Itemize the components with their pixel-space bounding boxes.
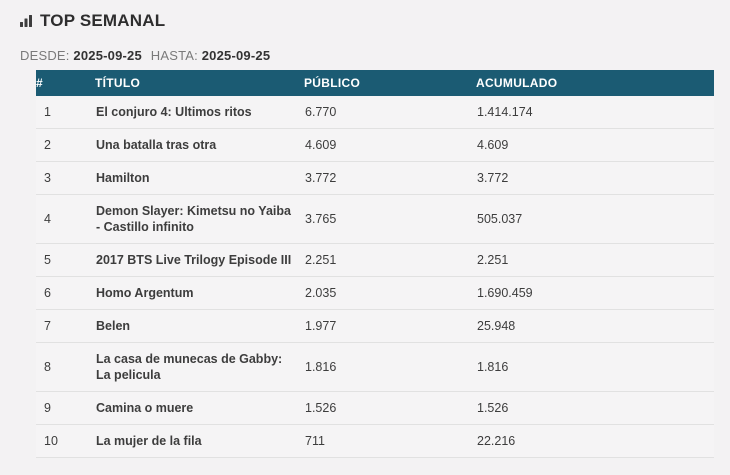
title-text: Belen [96,319,131,333]
rank-cell: 6 [36,276,95,310]
acumulado-cell: 22.216 [476,424,714,458]
title-cell[interactable]: Hamilton [95,161,304,195]
date-to-label: HASTA: [150,48,198,63]
table-row: 3 Hamilton 3.772 3.772 [36,161,714,195]
acumulado-cell: 2.251 [476,243,714,277]
title-cell[interactable]: La mujer de la fila [95,424,304,458]
acumulado-cell: 1.690.459 [476,276,714,310]
publico-cell: 2.035 [304,276,476,310]
table-row: 4 Demon Slayer: Kimetsu no Yaiba - Casti… [36,194,714,244]
table-row: 9 Camina o muere 1.526 1.526 [36,391,714,425]
publico-cell: 711 [304,424,476,458]
title-text: La casa de munecas de Gabby: La pelicula [96,352,283,382]
title-cell[interactable]: 2017 BTS Live Trilogy Episode III [95,243,304,277]
table-body: 1 El conjuro 4: Ultimos ritos 6.770 1.41… [36,96,714,458]
title-text: Una batalla tras otra [96,138,217,152]
table-row: 2 Una batalla tras otra 4.609 4.609 [36,128,714,162]
title-cell[interactable]: Una batalla tras otra [95,128,304,162]
title-text: Camina o muere [96,401,194,415]
publico-cell: 1.526 [304,391,476,425]
table-row: 8 La casa de munecas de Gabby: La pelicu… [36,342,714,392]
table-row: 7 Belen 1.977 25.948 [36,309,714,343]
title-cell[interactable]: Camina o muere [95,391,304,425]
date-to-value: 2025-09-25 [201,48,271,63]
acumulado-cell: 4.609 [476,128,714,162]
column-header-titulo: TÍTULO [95,76,141,90]
rank-cell: 10 [36,424,95,458]
rank-cell: 2 [36,128,95,162]
title-cell[interactable]: El conjuro 4: Ultimos ritos [95,96,304,129]
publico-cell: 4.609 [304,128,476,162]
acumulado-cell: 1.526 [476,391,714,425]
title-text: Hamilton [96,171,150,185]
rank-cell: 1 [36,96,95,129]
rank-cell: 8 [36,342,95,392]
title-text: Homo Argentum [96,286,194,300]
column-header-rank: # [36,76,43,90]
publico-cell: 1.816 [304,342,476,392]
table-row: 10 La mujer de la fila 711 22.216 [36,424,714,458]
title-text: El conjuro 4: Ultimos ritos [96,105,252,119]
rank-cell: 9 [36,391,95,425]
publico-cell: 6.770 [304,96,476,129]
acumulado-cell: 505.037 [476,194,714,244]
acumulado-cell: 3.772 [476,161,714,195]
date-from-value: 2025-09-25 [73,48,142,63]
acumulado-cell: 1.816 [476,342,714,392]
title-cell[interactable]: Demon Slayer: Kimetsu no Yaiba - Castill… [95,194,304,244]
title-text: La mujer de la fila [96,434,202,448]
publico-cell: 2.251 [304,243,476,277]
title-cell[interactable]: La casa de munecas de Gabby: La pelicula [95,342,304,392]
title-text: Demon Slayer: Kimetsu no Yaiba - Castill… [96,204,291,234]
acumulado-cell: 25.948 [476,309,714,343]
page-header: TOP SEMANAL [0,0,730,31]
title-text: 2017 BTS Live Trilogy Episode III [96,253,292,267]
table-row: 6 Homo Argentum 2.035 1.690.459 [36,276,714,310]
date-filter: DESDE: 2025-09-25 HASTA: 2025-09-25 [0,31,730,63]
bar-chart-icon [20,15,33,27]
rank-cell: 3 [36,161,95,195]
title-cell[interactable]: Belen [95,309,304,343]
page-title: TOP SEMANAL [40,11,166,30]
table-row: 1 El conjuro 4: Ultimos ritos 6.770 1.41… [36,96,714,129]
column-header-publico: PÚBLICO [304,76,361,90]
table-row: 5 2017 BTS Live Trilogy Episode III 2.25… [36,243,714,277]
title-cell[interactable]: Homo Argentum [95,276,304,310]
date-from-label: DESDE: [20,48,70,63]
publico-cell: 1.977 [304,309,476,343]
column-header-acumulado: ACUMULADO [476,76,558,90]
acumulado-cell: 1.414.174 [476,96,714,129]
top-semanal-table: # TÍTULO PÚBLICO ACUMULADO 1 El conjuro … [36,70,714,458]
rank-cell: 7 [36,309,95,343]
rank-cell: 5 [36,243,95,277]
publico-cell: 3.765 [304,194,476,244]
table-header-row: # TÍTULO PÚBLICO ACUMULADO [36,70,714,96]
publico-cell: 3.772 [304,161,476,195]
rank-cell: 4 [36,194,95,244]
